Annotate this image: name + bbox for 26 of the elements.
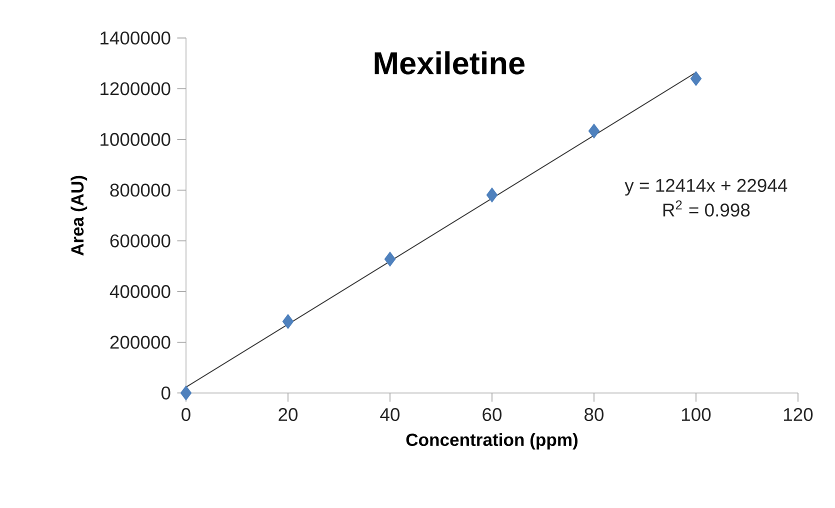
point xyxy=(588,124,600,138)
point xyxy=(384,252,396,266)
x-tick-label: 80 xyxy=(584,408,604,422)
point xyxy=(282,314,294,329)
x-tick-label: 100 xyxy=(682,408,711,422)
point xyxy=(180,386,192,400)
x-axis-title: Concentration (ppm) xyxy=(406,433,578,450)
chart-title: Mexiletine xyxy=(374,51,525,74)
y-tick-label: 1000000 xyxy=(100,132,170,146)
x-tick-label: 120 xyxy=(784,408,813,422)
y-tick-label: 400000 xyxy=(110,285,170,298)
x-tick-label: 0 xyxy=(182,408,190,422)
annotation: y = 12414x + 22944 xyxy=(624,178,788,196)
x-tick-label: 60 xyxy=(482,408,502,422)
annotation: R$^{2}$ = 0.998 xyxy=(663,200,750,217)
y-tick-label: 600000 xyxy=(110,234,170,248)
y-tick-label: 1400000 xyxy=(100,31,170,45)
point xyxy=(690,71,702,86)
point xyxy=(486,188,498,202)
x-tick-label: 20 xyxy=(278,408,298,422)
y-tick-label: 0 xyxy=(161,386,170,400)
y-tick-label: 800000 xyxy=(110,184,170,197)
x-tick-label: 40 xyxy=(380,408,400,422)
y-tick-label: 200000 xyxy=(110,336,170,349)
y-axis-title: Area (AU) xyxy=(70,176,88,256)
y-tick-label: 1200000 xyxy=(100,82,170,96)
